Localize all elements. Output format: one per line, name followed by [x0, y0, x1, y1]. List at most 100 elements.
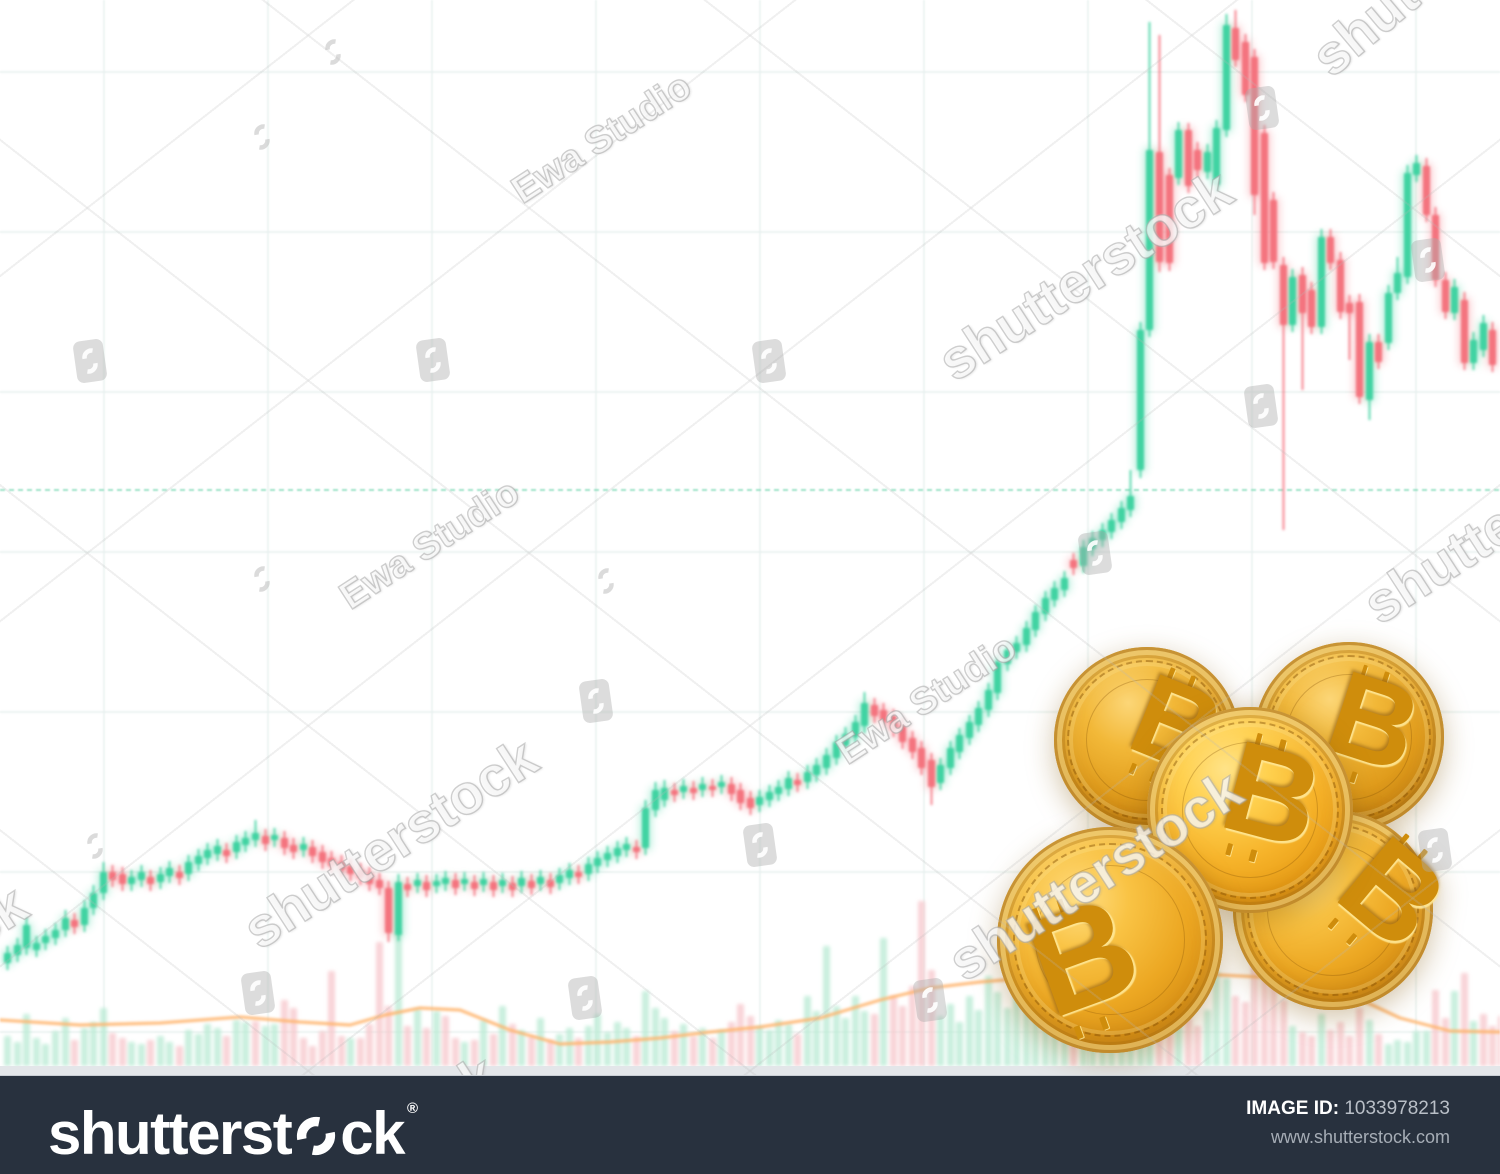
candle-down	[338, 862, 345, 870]
volume-bar	[756, 1026, 763, 1066]
candle-up	[214, 846, 221, 854]
volume-bar	[1461, 973, 1468, 1066]
volume-bar	[119, 1038, 126, 1066]
volume-bars	[4, 901, 1500, 1066]
candle-up	[1118, 508, 1125, 522]
candle-up	[1127, 496, 1134, 510]
volume-bar	[747, 1016, 754, 1066]
volume-bar	[1423, 1031, 1430, 1066]
candle-up	[1470, 340, 1477, 363]
candle-up	[1223, 25, 1230, 130]
candle-up	[1366, 342, 1373, 400]
candle-down	[709, 786, 716, 790]
volume-bar	[271, 1024, 278, 1066]
image-id-line: IMAGE ID: 1033978213	[1246, 1098, 1450, 1120]
candle-down	[1356, 302, 1363, 397]
volume-bar	[823, 946, 830, 1066]
candle-up	[623, 844, 630, 850]
candle-down	[1308, 290, 1315, 327]
candle-down	[404, 884, 411, 890]
candle-up	[1480, 323, 1487, 350]
candle-up	[233, 842, 240, 852]
volume-bar	[385, 1006, 392, 1066]
candle-down	[1461, 300, 1468, 363]
volume-bar	[1251, 959, 1258, 1066]
candle-up	[766, 792, 773, 800]
candle-up	[518, 878, 525, 886]
candle-down	[509, 883, 516, 890]
candle-down	[309, 847, 316, 856]
volume-bar	[442, 1016, 449, 1066]
volume-bar	[937, 1016, 944, 1066]
logo-text-left: shutterst	[48, 1100, 293, 1167]
candle-up	[680, 786, 687, 792]
volume-bar	[33, 1038, 40, 1066]
volume-bar	[42, 1044, 49, 1066]
candle-down	[890, 716, 897, 730]
candle-up	[204, 850, 211, 858]
candle-up	[62, 918, 69, 930]
candle-up	[433, 881, 440, 886]
candle-up	[300, 844, 307, 850]
coin-ring	[1161, 721, 1339, 899]
shutterstock-o-mark-icon	[293, 1104, 339, 1173]
candle-up	[661, 788, 668, 800]
candle-down	[1251, 57, 1258, 195]
volume-bar	[499, 1006, 506, 1066]
volume-bar	[1223, 978, 1230, 1066]
volume-bar	[100, 1008, 107, 1066]
logo-text-right: ck	[340, 1100, 405, 1167]
moving-average-line	[0, 972, 1500, 1046]
candle-up	[1175, 130, 1182, 178]
volume-bar	[1489, 1026, 1496, 1066]
candle-down	[319, 852, 326, 862]
candle-up	[1004, 650, 1011, 664]
candle-up	[1023, 628, 1030, 645]
registered-mark: ®	[406, 1100, 418, 1117]
candle-up	[1032, 612, 1039, 630]
candle-up	[813, 765, 820, 775]
candle-down	[1270, 200, 1277, 262]
volume-bar	[852, 996, 859, 1066]
volume-bar	[861, 1011, 868, 1066]
volume-bar	[1413, 1031, 1420, 1066]
volume-bar	[23, 1014, 30, 1066]
volume-bar	[718, 1030, 725, 1066]
candle-down	[262, 836, 269, 844]
volume-bar	[909, 986, 916, 1066]
candle-up	[1413, 163, 1420, 175]
candle-down	[633, 847, 640, 852]
volume-bar	[1442, 1018, 1449, 1066]
candle-down	[471, 882, 478, 889]
volume-bar	[395, 931, 402, 1066]
volume-bar	[928, 970, 935, 1066]
volume-bar	[737, 1004, 744, 1066]
volume-bar	[880, 938, 887, 1066]
candle-up	[994, 662, 1001, 693]
volume-bar	[518, 1030, 525, 1066]
candle-up	[157, 874, 164, 882]
volume-bar	[699, 1028, 706, 1066]
candle-up	[461, 879, 468, 884]
candle-down	[71, 920, 78, 927]
candle-down	[328, 858, 335, 866]
footer-bar: shutterst ck ® IMAGE ID: 1033978213 www.…	[0, 1075, 1500, 1174]
volume-bar	[461, 1042, 468, 1066]
candle-up	[804, 772, 811, 782]
candle-down	[690, 788, 697, 793]
volume-bar	[623, 1028, 630, 1066]
volume-bar	[975, 1010, 982, 1066]
candle-up	[252, 833, 259, 840]
image-id-label: IMAGE ID:	[1246, 1098, 1340, 1119]
candle-up	[1213, 128, 1220, 185]
candle-up	[1137, 330, 1144, 470]
candle-up	[842, 734, 849, 746]
volume-bar	[1470, 1021, 1477, 1066]
volume-bar	[680, 1024, 687, 1066]
volume-bar	[281, 1000, 288, 1066]
candle-down	[176, 872, 183, 878]
volume-bar	[480, 1020, 487, 1066]
candle-up	[52, 930, 59, 938]
volume-bar	[1337, 1022, 1344, 1066]
volume-bar	[947, 1004, 954, 1066]
